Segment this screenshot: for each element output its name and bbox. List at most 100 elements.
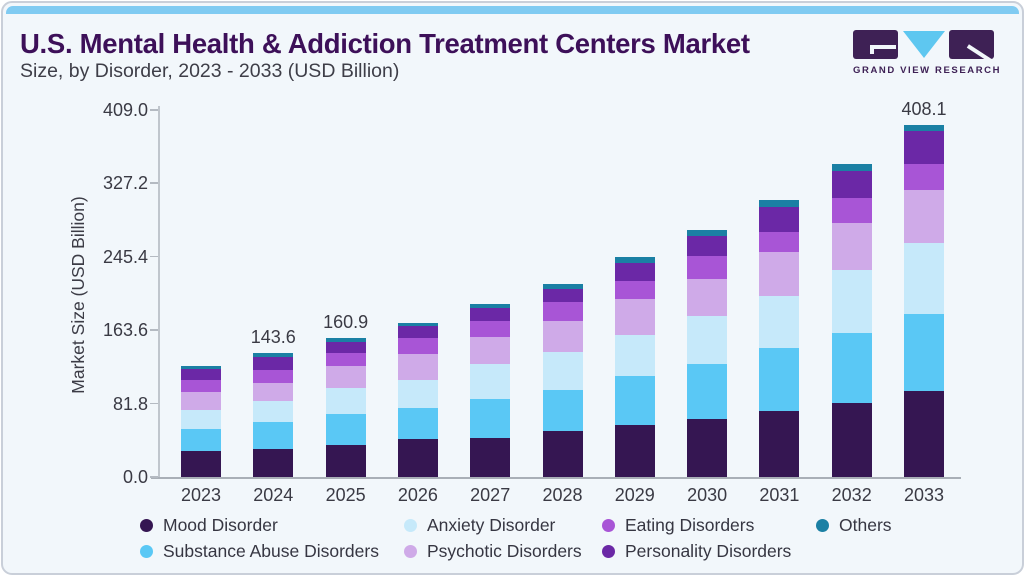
bar-segment-personality-disorders — [470, 307, 511, 322]
bar-segment-psychotic-disorders — [614, 298, 655, 335]
x-axis-line — [151, 477, 961, 479]
legend-item-label: Psychotic Disorders — [427, 540, 582, 561]
bar-segment-others — [397, 322, 438, 327]
y-axis-line — [158, 106, 160, 477]
bar-segment-mood-disorder — [687, 418, 728, 477]
bar-segment-psychotic-disorders — [542, 320, 583, 352]
bar-segment-others — [181, 365, 221, 369]
x-axis-label-2026: 2026 — [397, 485, 438, 505]
bar-segment-substance-abuse-disorders — [542, 389, 583, 432]
bar-segment-psychotic-disorders — [181, 391, 221, 410]
bar-segment-psychotic-disorders — [904, 190, 944, 243]
legend-dot-icon — [140, 518, 153, 532]
y-tick-label: 0.0 — [122, 467, 148, 487]
x-axis-label-2030: 2030 — [687, 485, 728, 505]
bar-segment-others — [542, 283, 583, 289]
y-tick-label: 327.2 — [102, 173, 148, 194]
bar-segment-others — [687, 229, 728, 237]
bar-segment-eating-disorders — [470, 321, 511, 338]
bar-segment-eating-disorders — [687, 255, 728, 279]
bar-segment-psychotic-disorders — [687, 278, 728, 317]
bar-segment-eating-disorders — [325, 352, 366, 366]
bar-segment-anxiety-disorder — [904, 242, 944, 314]
bar-segment-anxiety-disorder — [687, 316, 728, 364]
x-axis-label-2023: 2023 — [180, 485, 222, 505]
bar-segment-personality-disorders — [687, 236, 728, 256]
bar-column-2027 — [470, 303, 511, 477]
legend-item-label: Substance Abuse Disorders — [163, 540, 379, 561]
y-tick-mark — [150, 476, 158, 478]
legend-item-label: Mood Disorder — [163, 514, 278, 535]
bar-segment-others — [904, 125, 944, 132]
bar-segment-substance-abuse-disorders — [687, 363, 728, 419]
legend-dot-icon — [404, 544, 417, 558]
bar-segment-psychotic-disorders — [831, 222, 872, 271]
legend-item-substance-abuse-disorders: Substance Abuse Disorders — [140, 541, 404, 561]
y-tick-label: 245.4 — [102, 246, 148, 267]
bar-column-2030 — [687, 229, 728, 477]
bar-segment-anxiety-disorder — [614, 334, 655, 377]
bar-segment-mood-disorder — [759, 410, 800, 477]
bar-segment-eating-disorders — [181, 379, 221, 392]
bar-segment-others — [831, 163, 872, 172]
bar-segment-eating-disorders — [542, 301, 583, 321]
y-tick-mark — [150, 402, 158, 405]
bar-segment-psychotic-disorders — [470, 337, 511, 365]
bar-segment-psychotic-disorders — [759, 252, 800, 296]
bar-column-2023 — [181, 365, 221, 477]
bar-column-2029 — [614, 257, 655, 477]
bar-segment-anxiety-disorder — [759, 295, 800, 348]
x-axis-label-2025: 2025 — [325, 485, 366, 505]
logo-g-block — [853, 30, 898, 59]
legend-item-label: Anxiety Disorder — [427, 514, 556, 535]
legend-dot-icon — [602, 518, 615, 532]
x-axis-label-2032: 2032 — [831, 485, 872, 505]
top-accent-strip — [6, 6, 1019, 14]
logo-monogram — [853, 30, 994, 60]
legend-item-personality-disorders: Personality Disorders — [602, 541, 816, 561]
bar-segment-substance-abuse-disorders — [397, 408, 438, 440]
bar-column-2026 — [397, 322, 438, 477]
bar-segment-anxiety-disorder — [181, 409, 221, 429]
legend-item-mood-disorder: Mood Disorder — [140, 515, 404, 535]
bar-segment-substance-abuse-disorders — [904, 313, 944, 391]
bar-column-2028 — [542, 283, 583, 477]
legend-item-label: Others — [839, 514, 892, 535]
legend-item-label: Eating Disorders — [625, 514, 755, 535]
page-title: U.S. Mental Health & Addiction Treatment… — [20, 28, 750, 59]
y-tick-label: 409.0 — [102, 100, 148, 120]
bar-segment-anxiety-disorder — [397, 380, 438, 409]
bar-segment-eating-disorders — [904, 163, 944, 191]
x-axis-label-2031: 2031 — [759, 485, 800, 505]
legend-item-label: Personality Disorders — [625, 540, 792, 561]
x-axis-label-2027: 2027 — [470, 485, 511, 505]
bar-segment-personality-disorders — [831, 171, 872, 198]
bar-segment-mood-disorder — [181, 451, 221, 477]
bar-column-2025 — [325, 338, 366, 477]
bar-segment-mood-disorder — [325, 444, 366, 477]
legend-item-eating-disorders: Eating Disorders — [602, 515, 816, 535]
bar-segment-personality-disorders — [759, 207, 800, 232]
y-tick-label: 163.6 — [102, 320, 148, 341]
bar-column-2031 — [759, 199, 800, 477]
x-axis-label-2024: 2024 — [253, 485, 294, 505]
bar-segment-substance-abuse-disorders — [253, 422, 294, 450]
legend-item-others: Others — [816, 515, 892, 535]
bar-segment-anxiety-disorder — [831, 270, 872, 333]
bar-segment-personality-disorders — [181, 368, 221, 380]
bar-segment-anxiety-disorder — [470, 364, 511, 400]
legend-dot-icon — [602, 544, 615, 558]
bar-column-2033 — [904, 125, 944, 477]
bar-segment-mood-disorder — [831, 402, 872, 477]
bar-segment-personality-disorders — [542, 288, 583, 302]
bar-segment-others — [325, 338, 366, 343]
logo-g-notch-stem — [870, 45, 874, 55]
bar-segment-others — [470, 303, 511, 308]
bar-segment-others — [253, 353, 294, 357]
y-tick-mark — [150, 182, 158, 184]
bar-segment-substance-abuse-disorders — [325, 414, 366, 445]
bar-segment-psychotic-disorders — [397, 354, 438, 381]
bar-segment-eating-disorders — [397, 338, 438, 355]
chart-legend: Mood Disorder Anxiety Disorder Eating Diso… — [140, 515, 892, 561]
